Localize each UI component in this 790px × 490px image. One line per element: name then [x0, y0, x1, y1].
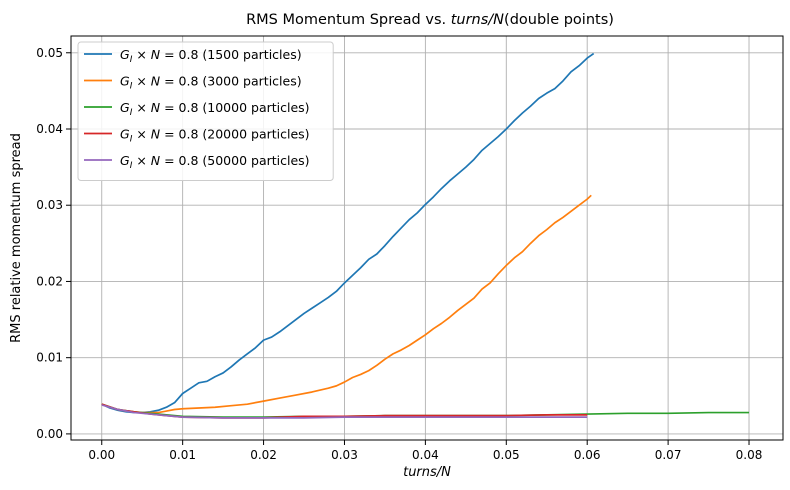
x-tick-label: 0.07 — [655, 448, 682, 462]
x-axis-label: turns/N — [403, 465, 451, 480]
x-tick-label: 0.03 — [331, 448, 358, 462]
y-tick-label: 0.01 — [36, 351, 63, 365]
x-tick-label: 0.01 — [169, 448, 196, 462]
y-axis-label: RMS relative momentum spread — [9, 133, 24, 343]
series-line-4 — [101, 404, 588, 419]
x-tick-label: 0.04 — [412, 448, 439, 462]
legend: GI × N = 0.8 (1500 particles) GI × N = 0.… — [77, 41, 334, 181]
legend-label: GI × N = 0.8 (10000 particles) — [120, 100, 310, 118]
x-tick-label: 0.05 — [493, 448, 520, 462]
x-tick-label: 0.00 — [88, 448, 115, 462]
y-axis-ticks: 0.00 0.01 0.02 0.03 0.04 0.05 — [36, 46, 71, 441]
x-tick-label: 0.02 — [250, 448, 277, 462]
series-layer — [101, 52, 750, 419]
legend-label: GI × N = 0.8 (1500 particles) — [120, 47, 302, 65]
plot-frame — [70, 35, 784, 441]
legend-box — [77, 41, 334, 181]
legend-label: GI × N = 0.8 (3000 particles) — [120, 74, 302, 92]
x-tick-label: 0.08 — [736, 448, 763, 462]
chart-title: RMS Momentum Spread vs. turns/N(double p… — [246, 12, 614, 28]
series-line-0 — [101, 52, 595, 414]
y-tick-label: 0.04 — [36, 122, 63, 136]
y-tick-label: 0.05 — [36, 46, 63, 60]
grid — [71, 36, 783, 440]
y-tick-label: 0.02 — [36, 274, 63, 288]
x-tick-label: 0.06 — [574, 448, 601, 462]
legend-label: GI × N = 0.8 (20000 particles) — [120, 127, 310, 145]
y-tick-label: 0.00 — [36, 427, 63, 441]
y-tick-label: 0.03 — [36, 198, 63, 212]
series-line-1 — [101, 194, 592, 414]
legend-label: GI × N = 0.8 (50000 particles) — [120, 153, 310, 171]
x-axis-ticks: 0.00 0.01 0.02 0.03 0.04 0.05 0.06 0.07 0.08 — [88, 440, 762, 462]
